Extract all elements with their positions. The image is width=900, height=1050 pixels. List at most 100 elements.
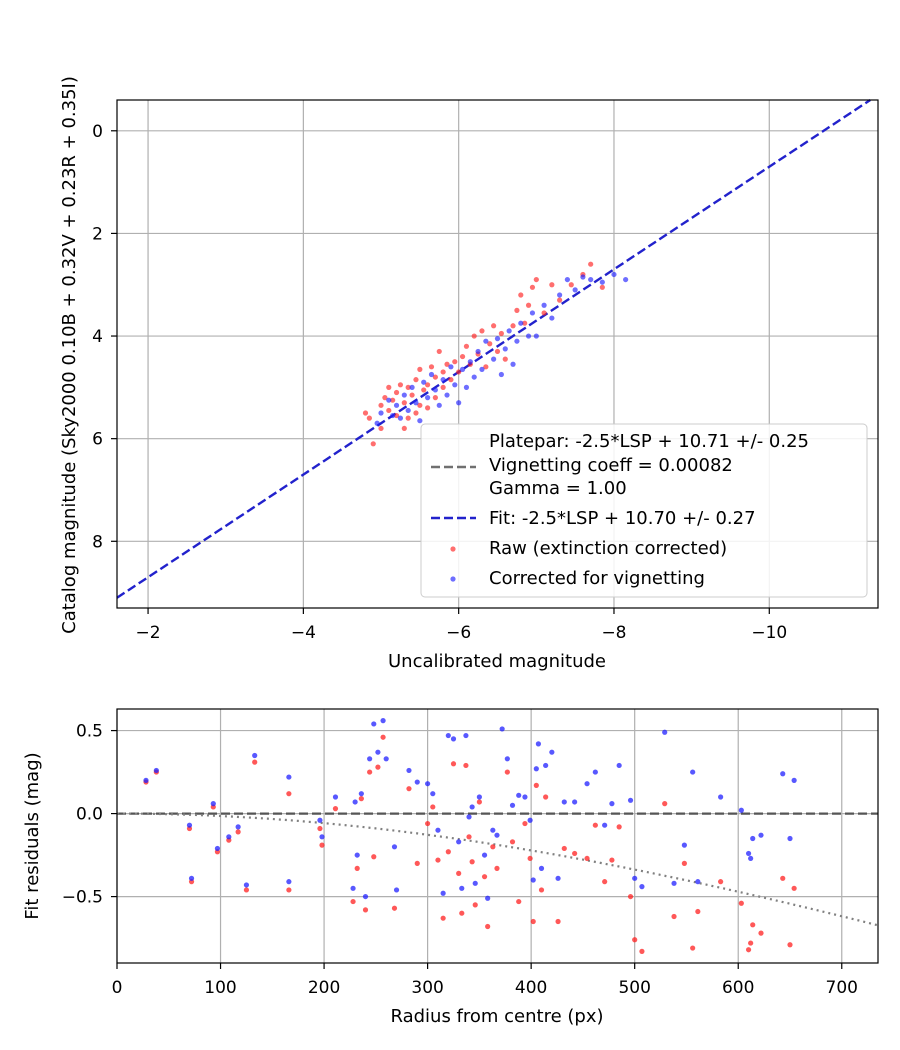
corrected-residual-point	[252, 752, 258, 759]
top-y-tick-label: 8	[92, 532, 103, 552]
raw-residual-point	[358, 796, 364, 802]
top-y-axis-label: Catalog magnitude (Sky2000 0.10B + 0.32V…	[59, 76, 80, 634]
corrected-point	[549, 315, 555, 321]
corrected-residual-point	[538, 865, 545, 871]
raw-point	[471, 333, 477, 339]
raw-point	[463, 343, 470, 349]
top-y-tick-label: 2	[92, 224, 103, 244]
raw-residual-point	[572, 850, 578, 857]
raw-point	[599, 284, 605, 290]
raw-point	[401, 425, 407, 432]
corrected-residual-point	[791, 777, 797, 783]
corrected-residual-point	[210, 801, 216, 807]
corrected-residual-point	[317, 817, 323, 823]
top-x-tick-label: −2	[136, 623, 161, 643]
corrected-point	[409, 384, 415, 390]
raw-point	[362, 410, 369, 416]
corrected-point	[386, 397, 392, 403]
corrected-residual-point	[472, 880, 478, 886]
raw-residual-point	[592, 822, 598, 828]
corrected-residual-point	[414, 779, 420, 785]
raw-point	[452, 359, 458, 365]
bottom-y-axis-label: Fit residuals (mag)	[22, 752, 43, 919]
raw-point	[491, 323, 497, 329]
corrected-point	[374, 420, 380, 426]
corrected-point	[413, 400, 419, 406]
raw-residual-point	[561, 845, 567, 852]
raw-point	[378, 402, 384, 408]
corrected-residual-point	[522, 794, 528, 800]
raw-point	[456, 369, 462, 375]
raw-point	[366, 415, 372, 421]
corrected-point	[436, 402, 442, 408]
raw-point	[382, 395, 388, 401]
corrected-residual-point	[481, 852, 488, 858]
corrected-point	[428, 371, 435, 378]
raw-residual-point	[530, 918, 536, 925]
corrected-residual-point	[780, 771, 786, 777]
corrected-point	[390, 412, 396, 419]
corrected-residual-point	[445, 732, 451, 739]
raw-residual-point	[435, 857, 441, 863]
corrected-point	[599, 279, 605, 285]
corrected-point	[557, 292, 563, 298]
raw-residual-point	[695, 908, 701, 915]
raw-residual-point	[780, 875, 786, 881]
raw-point	[413, 377, 419, 383]
corrected-residual-point	[543, 762, 549, 769]
corrected-point	[448, 364, 454, 370]
raw-point	[405, 415, 411, 421]
bottom-axes-frame	[116, 708, 879, 964]
corrected-point	[498, 371, 504, 378]
corrected-point	[580, 274, 586, 280]
raw-point	[448, 377, 454, 383]
top-scatter-points	[362, 261, 629, 447]
corrected-residual-point	[226, 834, 232, 840]
raw-residual-point	[509, 839, 516, 845]
corrected-residual-point	[485, 895, 491, 901]
corrected-residual-point	[639, 884, 645, 890]
raw-residual-point	[584, 855, 590, 862]
raw-residual-point	[380, 734, 386, 740]
bottom-x-tick-label: 700	[826, 978, 858, 998]
raw-residual-point	[476, 799, 482, 805]
top-y-tick-label: 0	[92, 122, 103, 142]
corrected-residual-point	[750, 835, 756, 842]
raw-residual-point	[430, 804, 436, 810]
raw-point	[514, 307, 520, 313]
corrected-point	[491, 356, 497, 362]
corrected-residual-point	[690, 769, 696, 775]
corrected-residual-point	[745, 850, 752, 857]
corrected-residual-point	[358, 791, 364, 797]
corrected-residual-point	[718, 794, 724, 800]
raw-residual-point	[332, 806, 339, 812]
corrected-residual-point	[459, 885, 465, 891]
corrected-point	[541, 302, 547, 308]
raw-residual-point	[286, 887, 292, 893]
corrected-residual-point	[380, 718, 386, 724]
raw-point	[549, 282, 555, 288]
raw-residual-point	[616, 824, 622, 830]
top-axes-frame	[116, 99, 879, 609]
raw-residual-point	[469, 859, 475, 865]
corrected-point	[432, 387, 438, 393]
corrected-residual-point	[681, 842, 687, 848]
corrected-residual-point	[286, 774, 292, 780]
raw-residual-point	[319, 842, 325, 848]
corrected-residual-point	[143, 777, 149, 783]
legend-label-raw: Raw (extinction corrected)	[489, 538, 727, 559]
bottom-x-tick-label: 300	[411, 978, 443, 998]
raw-residual-point	[286, 791, 292, 797]
corrected-point	[479, 366, 485, 372]
raw-residual-point	[494, 865, 500, 871]
corrected-residual-point	[362, 893, 369, 900]
corrected-residual-point	[530, 877, 536, 883]
corrected-residual-point	[186, 822, 193, 828]
raw-residual-point	[463, 762, 469, 769]
raw-point	[483, 364, 489, 370]
corrected-residual-point	[350, 885, 356, 891]
bottom-y-tick-label: 0.0	[76, 805, 103, 825]
fit-line	[116, 98, 871, 599]
corrected-point	[564, 276, 570, 283]
raw-point	[397, 382, 404, 388]
